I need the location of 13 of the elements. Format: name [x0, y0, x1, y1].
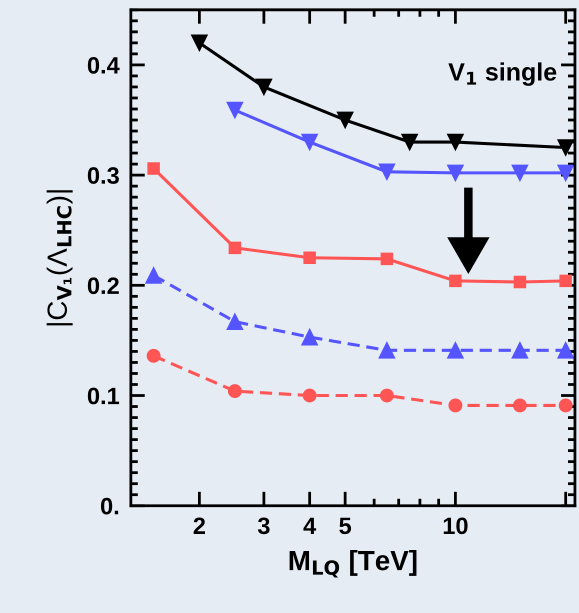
y-axis-title: |C$_{V₁}$(Λ$_{LHC}$)| — [46, 190, 73, 326]
annotation: V$_{1}$ single — [448, 62, 556, 86]
y-tick-label: 0.3 — [88, 167, 119, 184]
x-axis-title: M$_{LQ}$ [TeV] — [290, 550, 416, 578]
y-tick-label: 0.1 — [88, 388, 120, 404]
x-tick-label: 5 — [339, 518, 352, 534]
y-tick-label: 0. — [100, 498, 118, 515]
x-tick-label: 2 — [194, 517, 206, 534]
y-tick-label: 0.2 — [88, 277, 119, 294]
x-tick-label: 4 — [303, 518, 316, 534]
x-tick-label: 3 — [258, 517, 270, 534]
y-tick-label: 0.4 — [88, 56, 120, 74]
x-tick-label: 10 — [444, 517, 468, 534]
